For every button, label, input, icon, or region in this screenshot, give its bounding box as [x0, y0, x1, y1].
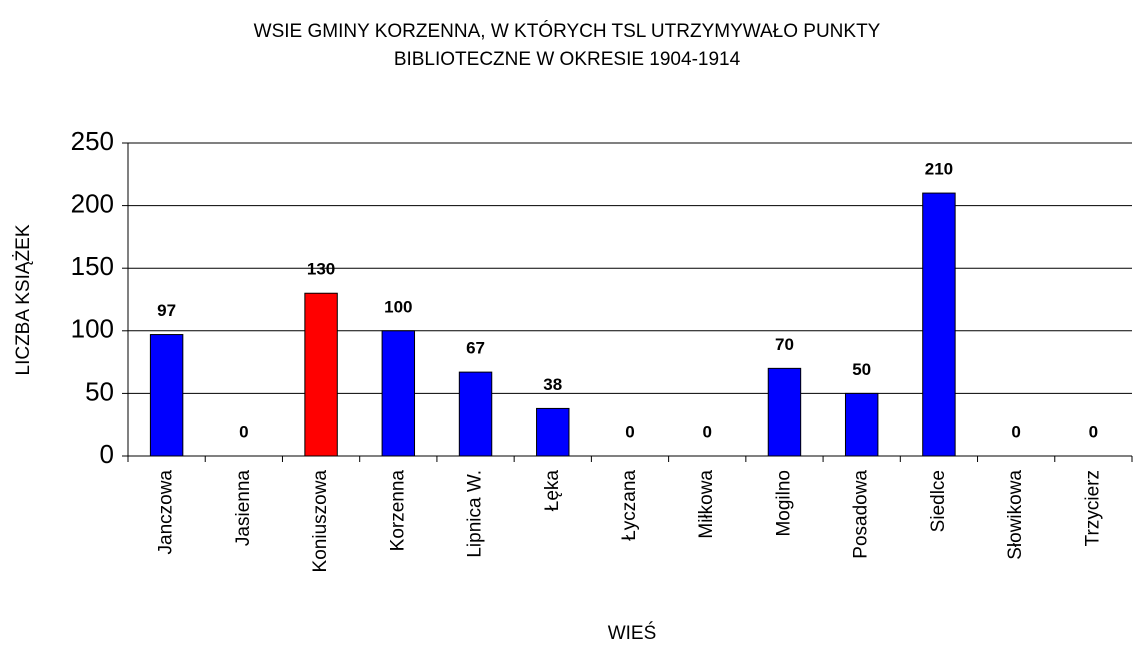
data-label: 130: [307, 260, 335, 279]
x-tick-label: Siedlce: [928, 470, 949, 532]
y-tick-label: 250: [71, 126, 114, 156]
data-label: 0: [1089, 422, 1098, 441]
data-label: 67: [466, 339, 485, 358]
data-label: 70: [775, 335, 794, 354]
bar: [381, 330, 416, 457]
y-tick-label: 200: [71, 188, 114, 218]
x-tick-label: Koniuszowa: [310, 470, 331, 573]
bar: [536, 407, 570, 457]
data-label: 50: [852, 360, 871, 379]
bar: [149, 334, 184, 457]
x-tick-label: Słowikowa: [1005, 470, 1026, 560]
y-tick-label: 100: [71, 314, 114, 344]
y-tick-label: 150: [71, 251, 114, 281]
y-tick-label: 0: [100, 439, 114, 469]
data-label: 0: [702, 422, 711, 441]
data-label: 210: [925, 160, 953, 179]
chart-title: BIBLIOTECZNE W OKRESIE 1904-1914: [394, 49, 741, 70]
bar: [458, 371, 493, 457]
x-tick-label: Trzycierz: [1082, 470, 1103, 546]
data-label: 97: [157, 301, 176, 320]
x-tick-label: Korzenna: [387, 470, 408, 552]
data-label: 0: [239, 422, 248, 441]
x-axis-label: WIEŚ: [608, 622, 657, 644]
data-label: 0: [625, 422, 634, 441]
data-label: 38: [543, 375, 562, 394]
x-tick-label: Łęka: [542, 470, 563, 512]
y-axis-label: LICZBA KSIĄŻEK: [13, 224, 34, 375]
chart-title: WSIE GMINY KORZENNA, W KTÓRYCH TSL UTRZY…: [254, 20, 881, 42]
x-tick-label: Posadowa: [851, 470, 872, 559]
x-tick-label: Lipnica W.: [465, 470, 486, 558]
x-tick-label: Janczowa: [156, 470, 177, 555]
data-label: 100: [384, 297, 412, 316]
x-tick-label: Mogilno: [773, 470, 794, 537]
x-tick-label: Jasienna: [233, 470, 254, 546]
bar: [767, 367, 802, 457]
bar: [922, 192, 956, 457]
bar: [844, 392, 879, 457]
y-tick-label: 50: [85, 376, 114, 406]
x-tick-label: Miłkowa: [696, 470, 717, 539]
x-tick-label: Łyczana: [619, 470, 640, 541]
data-label: 0: [1011, 422, 1020, 441]
bar: [304, 292, 338, 457]
